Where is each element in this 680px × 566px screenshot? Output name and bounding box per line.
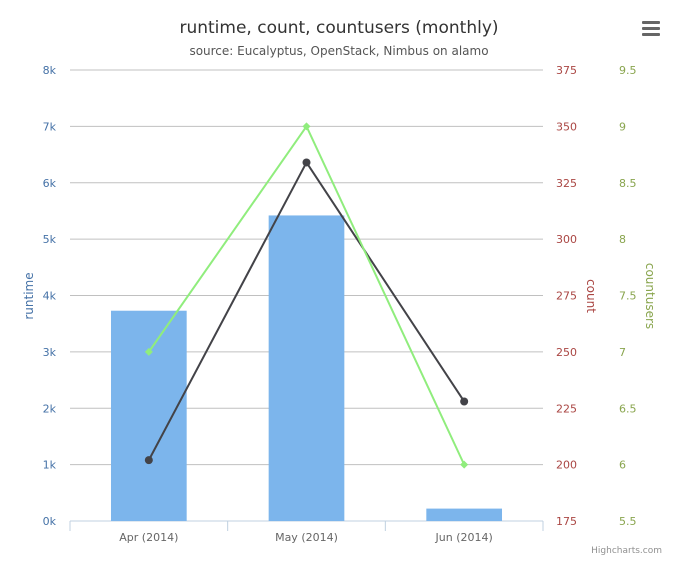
point-countusers[interactable]: [144, 347, 153, 356]
line-series: [144, 122, 469, 469]
point-count[interactable]: [302, 158, 311, 167]
menu-icon-bar: [642, 33, 660, 36]
y-tick-label-countusers: 8: [619, 233, 626, 246]
y-tick-label-runtime: 7k: [43, 120, 57, 133]
y-tick-label-runtime: 5k: [43, 233, 57, 246]
y-axis-title-runtime: runtime: [22, 272, 36, 319]
y-tick-label-countusers: 8.5: [619, 177, 637, 190]
y-tick-label-runtime: 1k: [43, 459, 57, 472]
x-tick-label: Apr (2014): [119, 531, 178, 544]
x-tick-label: Jun (2014): [435, 531, 493, 544]
y-tick-label-count: 175: [556, 515, 577, 528]
chart-title: runtime, count, countusers (monthly): [179, 18, 498, 38]
y-tick-label-runtime: 8k: [43, 64, 57, 77]
menu-icon-bar: [642, 21, 660, 24]
y-tick-label-count: 250: [556, 346, 577, 359]
y-tick-label-count: 200: [556, 459, 577, 472]
x-tick-label: May (2014): [275, 531, 338, 544]
y-tick-label-countusers: 5.5: [619, 515, 637, 528]
runtime-columns: [110, 215, 503, 521]
y-axis-title-countusers: countusers: [643, 263, 657, 329]
hamburger-menu-icon[interactable]: [638, 18, 664, 40]
y-tick-label-countusers: 7.5: [619, 290, 637, 303]
point-countusers[interactable]: [460, 460, 469, 469]
bar-runtime[interactable]: [426, 508, 503, 521]
bar-runtime[interactable]: [268, 215, 345, 521]
y-tick-label-countusers: 9.5: [619, 64, 637, 77]
chart-subtitle: source: Eucalyptus, OpenStack, Nimbus on…: [189, 44, 488, 58]
y-tick-label-runtime: 0k: [43, 515, 57, 528]
y-tick-label-runtime: 4k: [43, 290, 57, 303]
y-tick-label-countusers: 6.5: [619, 402, 637, 415]
y-tick-label-count: 225: [556, 402, 577, 415]
point-count[interactable]: [460, 397, 469, 406]
y-tick-label-countusers: 6: [619, 459, 626, 472]
point-count[interactable]: [144, 456, 153, 465]
y-tick-label-countusers: 7: [619, 346, 626, 359]
menu-icon-bar: [642, 27, 660, 30]
point-countusers[interactable]: [302, 122, 311, 131]
y-tick-label-count: 325: [556, 177, 577, 190]
y-tick-label-runtime: 2k: [43, 402, 57, 415]
axes: 0k 1k 2k 3k 4k 5k 6k 7k 8k 175 200 225 250 275 300 325 3…: [43, 64, 637, 544]
y-tick-label-count: 300: [556, 233, 577, 246]
y-tick-label-count: 275: [556, 290, 577, 303]
y-tick-label-count: 375: [556, 64, 577, 77]
y-axis-title-count: count: [584, 279, 598, 313]
y-tick-label-count: 350: [556, 120, 577, 133]
credits-link[interactable]: Highcharts.com: [591, 546, 662, 556]
y-tick-label-runtime: 6k: [43, 177, 57, 190]
y-tick-label-countusers: 9: [619, 120, 626, 133]
y-tick-label-runtime: 3k: [43, 346, 57, 359]
bar-runtime[interactable]: [110, 310, 187, 521]
